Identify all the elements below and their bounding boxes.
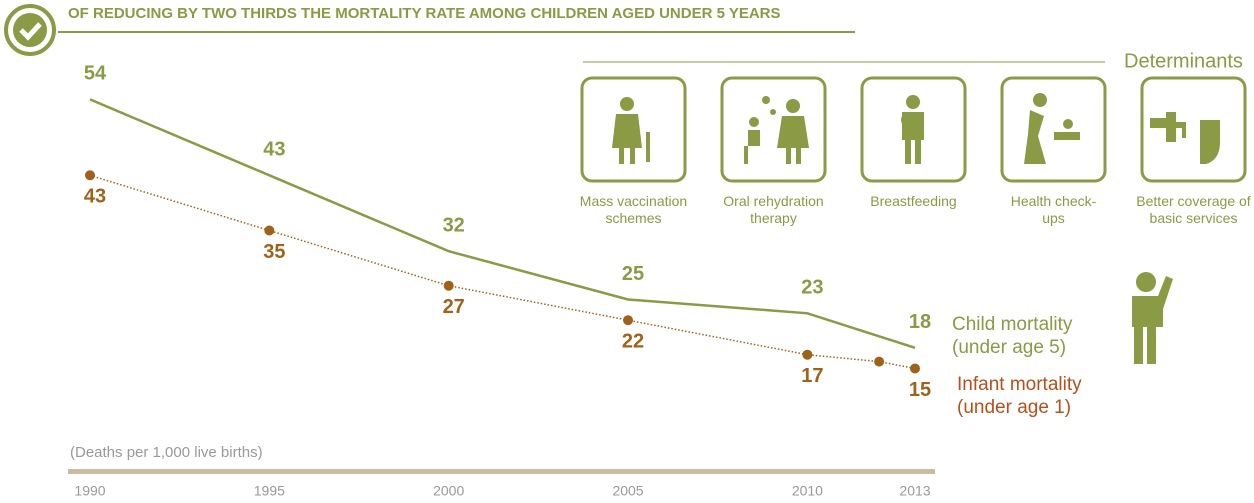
data-label: 54 — [84, 63, 107, 85]
determinant-label: Oral rehydration therapy — [723, 193, 824, 226]
point — [264, 225, 275, 236]
determinant-icons — [580, 76, 1247, 364]
determinant-label: Better coverage of basic services — [1136, 193, 1251, 226]
point — [623, 315, 634, 326]
x-tick-label: 1990 — [74, 483, 105, 499]
data-label: 43 — [263, 139, 285, 161]
data-label: 17 — [801, 365, 823, 387]
data-label: 43 — [84, 186, 106, 208]
data-label: 15 — [909, 379, 931, 401]
check-badge-inner — [13, 13, 47, 47]
data-label: 32 — [443, 214, 465, 236]
data-label: 23 — [801, 277, 823, 299]
determinant-label: Health check-ups — [1010, 193, 1097, 226]
data-label: 25 — [622, 263, 644, 285]
data-label: 18 — [909, 311, 931, 333]
x-tick-label: 2000 — [433, 483, 464, 499]
data-label: 27 — [443, 296, 465, 318]
legend-child: Child mortality (under age 5) — [952, 314, 1073, 358]
x-tick-label: 2013 — [899, 483, 930, 499]
unit-label: (Deaths per 1,000 live births) — [70, 444, 263, 461]
x-axis — [68, 469, 935, 474]
icon-box — [1000, 76, 1107, 183]
legend-infant: Infant mortality (under age 1) — [957, 374, 1082, 418]
determinants-title: Determinants — [1124, 50, 1243, 72]
point — [910, 363, 920, 374]
determinant-label: Breastfeeding — [870, 193, 957, 209]
point — [802, 349, 813, 360]
point — [874, 356, 885, 367]
data-label: 22 — [622, 330, 644, 352]
icon-box — [720, 76, 827, 183]
chart-title: OF REDUCING BY TWO THIRDS THE MORTALITY … — [68, 5, 781, 22]
x-tick-label: 1995 — [254, 483, 285, 499]
point — [85, 170, 95, 181]
series-line — [89, 98, 916, 349]
icon-box — [1140, 76, 1247, 183]
icons — [612, 93, 1220, 364]
x-tick-label: 2010 — [792, 483, 823, 499]
point — [443, 280, 454, 291]
x-tick-label: 2005 — [612, 483, 643, 499]
data-label: 35 — [263, 241, 285, 263]
determinant-label: Mass vaccination schemes — [579, 193, 688, 226]
check-icon — [19, 22, 42, 41]
